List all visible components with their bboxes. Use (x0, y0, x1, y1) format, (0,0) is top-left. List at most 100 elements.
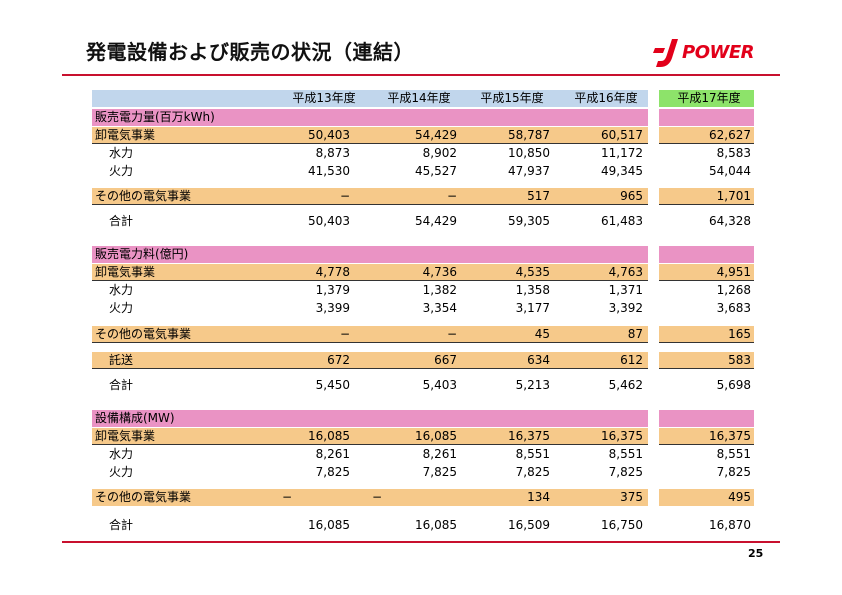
category-band (92, 188, 648, 205)
row-label: その他の電気事業 (95, 189, 192, 203)
cell: 16,509 (508, 518, 550, 532)
cell: 54,429 (415, 128, 457, 142)
cell: 4,778 (315, 265, 350, 279)
cell: 4,763 (608, 265, 643, 279)
cell: 1,358 (515, 283, 550, 297)
cell: 3,392 (608, 301, 643, 315)
row-label: 卸電気事業 (95, 265, 156, 279)
category-band (659, 428, 754, 445)
cell: 8,551 (716, 447, 751, 461)
logo-text: POWER (682, 42, 755, 63)
table-row: 水力 8,261 8,261 8,551 8,551 8,551 (0, 446, 842, 463)
row-label: 託送 (109, 353, 134, 367)
row-underline (92, 368, 648, 369)
cell: 16,750 (601, 518, 643, 532)
column-header: 平成13年度 (292, 91, 356, 105)
cell: 50,403 (308, 128, 350, 142)
cell: 1,268 (716, 283, 751, 297)
category-band (659, 264, 754, 281)
cell: 16,870 (709, 518, 751, 532)
row-label: 水力 (109, 447, 134, 461)
row-underline (659, 444, 754, 445)
row-label: 卸電気事業 (95, 128, 156, 142)
section-band (92, 246, 648, 263)
cell: 1,371 (608, 283, 643, 297)
cell: 16,375 (601, 429, 643, 443)
cell: 45 (534, 327, 550, 341)
table-row-total: 合計 50,403 54,429 59,305 61,483 64,328 (0, 213, 842, 230)
category-band (659, 489, 754, 506)
cell: 59,305 (508, 214, 550, 228)
cell: 612 (620, 353, 643, 367)
row-underline (659, 204, 754, 205)
cell: 3,177 (515, 301, 550, 315)
row-underline (659, 368, 754, 369)
cell: 16,085 (308, 429, 350, 443)
table-row: 卸電気事業 50,403 54,429 58,787 60,517 62,627 (0, 127, 842, 144)
row-label: 火力 (109, 164, 134, 178)
logo-mark-icon (653, 39, 678, 67)
cell: − (339, 189, 350, 203)
section-header-row: 販売電力料(億円) (0, 246, 842, 263)
table-row-total: 合計 5,450 5,403 5,213 5,462 5,698 (0, 377, 842, 394)
section-title: 設備構成(MW) (95, 411, 175, 425)
cell: 47,937 (508, 164, 550, 178)
cell: 4,736 (422, 265, 457, 279)
category-band (92, 489, 648, 506)
section-band (92, 109, 648, 126)
cell: 4,535 (515, 265, 550, 279)
cell: 667 (434, 353, 457, 367)
table-row: 火力 41,530 45,527 47,937 49,345 54,044 (0, 163, 842, 180)
table-row: 卸電気事業 4,778 4,736 4,535 4,763 4,951 (0, 264, 842, 281)
table-row: 託送 672 667 634 612 583 (0, 352, 842, 369)
cell: − (281, 490, 292, 504)
cell: 16,085 (308, 518, 350, 532)
category-band (92, 326, 648, 343)
cell: 517 (527, 189, 550, 203)
cell: 8,261 (315, 447, 350, 461)
column-header-row: 平成13年度 平成14年度 平成15年度 平成16年度 平成17年度 (0, 90, 842, 107)
category-band (92, 264, 648, 281)
row-label: 合計 (109, 378, 134, 392)
table-row: その他の電気事業 − − 134 375 495 (0, 489, 842, 506)
cell: 87 (627, 327, 643, 341)
row-underline (92, 444, 648, 445)
cell: 64,328 (709, 214, 751, 228)
category-band (659, 127, 754, 144)
category-band (659, 188, 754, 205)
table-row-total: 合計 16,085 16,085 16,509 16,750 16,870 (0, 517, 842, 534)
column-header: 平成15年度 (480, 91, 544, 105)
row-underline (92, 143, 648, 144)
section-band (659, 109, 754, 126)
cell: 8,873 (315, 146, 350, 160)
cell: 16,375 (709, 429, 751, 443)
table-row: 水力 8,873 8,902 10,850 11,172 8,583 (0, 145, 842, 162)
cell: 672 (327, 353, 350, 367)
table-row: 水力 1,379 1,382 1,358 1,371 1,268 (0, 282, 842, 299)
category-band (659, 326, 754, 343)
page-title: 発電設備および販売の状況（連結） (86, 40, 414, 64)
column-header: 平成16年度 (574, 91, 638, 105)
section-title: 販売電力量(百万kWh) (95, 110, 215, 124)
table-row: その他の電気事業 − − 45 87 165 (0, 326, 842, 343)
category-band (92, 428, 648, 445)
section-title: 販売電力料(億円) (95, 247, 189, 261)
cell: 54,429 (415, 214, 457, 228)
cell: 10,850 (508, 146, 550, 160)
cell: 61,483 (601, 214, 643, 228)
cell: 1,382 (422, 283, 457, 297)
page-number: 25 (748, 547, 764, 560)
section-band (659, 410, 754, 427)
cell: 375 (620, 490, 643, 504)
cell: 634 (527, 353, 550, 367)
cell: 11,172 (601, 146, 643, 160)
title-divider (62, 74, 780, 76)
category-band (659, 352, 754, 369)
cell: 16,085 (415, 429, 457, 443)
cell: 49,345 (601, 164, 643, 178)
cell: 134 (527, 490, 550, 504)
row-underline (659, 342, 754, 343)
cell: 41,530 (308, 164, 350, 178)
cell: 45,527 (415, 164, 457, 178)
row-label: 合計 (109, 518, 134, 532)
